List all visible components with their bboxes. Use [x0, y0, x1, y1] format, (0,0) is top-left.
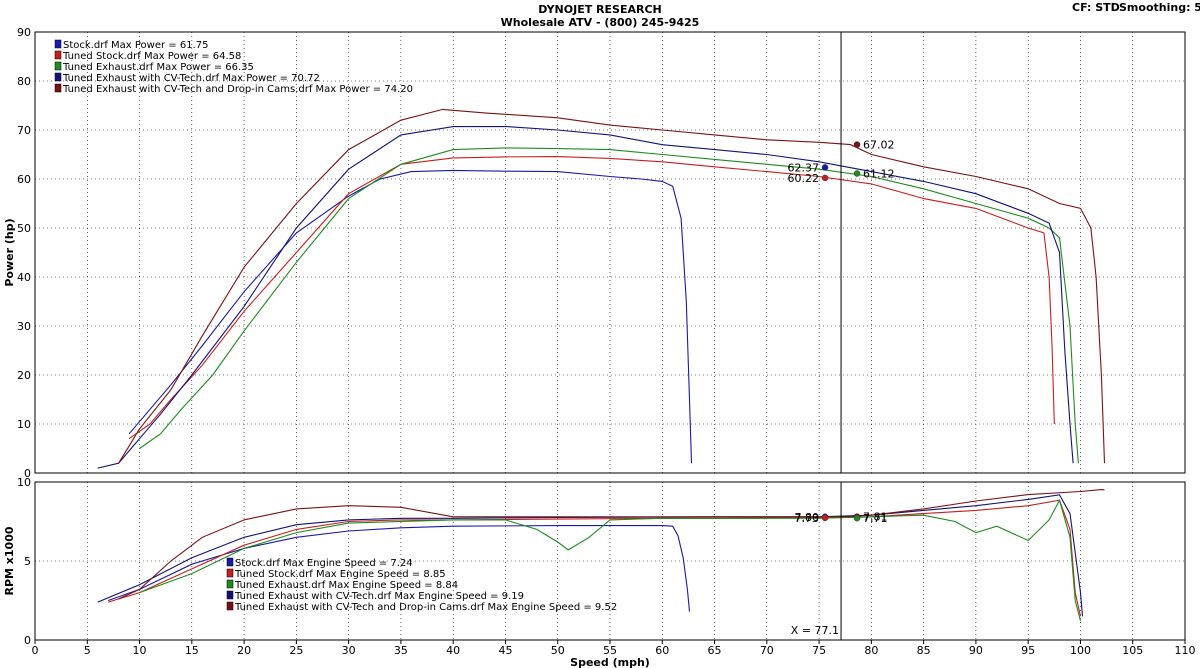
power-legend-entry: Tuned Exhaust with CV-Tech.drf Max Power… [62, 73, 320, 84]
power-y-tick-label: 90 [17, 26, 31, 39]
rpm-y-tick-label: 0 [24, 634, 31, 647]
power-cursor-value-label: 62.37 [788, 161, 820, 174]
power-y-tick-label: 60 [17, 173, 31, 186]
chart-subtitle: Wholesale ATV - (800) 245-9425 [500, 16, 700, 29]
rpm-legend-swatch [226, 590, 234, 600]
chart-title: DYNOJET RESEARCH [538, 3, 662, 16]
power-legend-swatch [54, 83, 62, 93]
power-legend-entry: Tuned Exhaust.drf Max Power = 66.35 [62, 62, 254, 73]
rpm-legend-swatch [226, 601, 234, 611]
power-y-tick-label: 40 [17, 271, 31, 284]
rpm-legend-swatch [226, 568, 234, 578]
cf-label: CF: STD [1072, 1, 1120, 14]
power-y-tick-label: 0 [24, 467, 31, 480]
x-axis-label: Speed (mph) [570, 656, 650, 668]
rpm-y-tick-label: 10 [17, 476, 31, 489]
power-y-tick-label: 50 [17, 222, 31, 235]
rpm-cursor-value-label: 7.71 [863, 512, 888, 525]
smoothing-label: Smoothing: 5 [1119, 1, 1200, 14]
x-tick-label: 85 [917, 644, 931, 657]
x-tick-label: 75 [812, 644, 826, 657]
x-tick-label: 20 [237, 644, 251, 657]
x-tick-label: 55 [603, 644, 617, 657]
x-tick-label: 95 [1021, 644, 1035, 657]
power-legend-swatch [54, 61, 62, 71]
x-tick-label: 70 [760, 644, 774, 657]
power-y-tick-label: 10 [17, 418, 31, 431]
x-tick-label: 80 [864, 644, 878, 657]
rpm-legend-swatch [226, 579, 234, 589]
power-series-line-0 [128, 169, 693, 464]
rpm-cursor-value-label: 7.73 [795, 512, 820, 525]
power-cursor-value-label: 67.02 [863, 139, 895, 152]
x-tick-label: 110 [1175, 644, 1196, 657]
power-legend-entry: Tuned Exhaust with CV-Tech and Drop-in C… [62, 84, 413, 95]
x-tick-label: 25 [289, 644, 303, 657]
power-legend-swatch [54, 50, 62, 60]
rpm-legend-entry: Tuned Exhaust with CV-Tech.drf Max Engin… [234, 591, 524, 602]
x-tick-label: 45 [498, 644, 512, 657]
power-legend-swatch [54, 39, 62, 49]
power-y-tick-label: 20 [17, 369, 31, 382]
rpm-cursor-marker [853, 514, 861, 522]
rpm-cursor-x-label: X = 77.1 [791, 624, 839, 637]
x-tick-label: 10 [133, 644, 147, 657]
power-legend-entry: Stock.drf Max Power = 61.75 [63, 40, 208, 51]
rpm-y-axis-label: RPM x1000 [3, 526, 16, 595]
power-series-line-4 [118, 108, 1106, 464]
rpm-legend-entry: Tuned Exhaust.drf Max Engine Speed = 8.8… [234, 580, 458, 591]
power-cursor-marker [853, 141, 861, 148]
x-tick-label: 0 [32, 644, 39, 657]
power-y-axis-label: Power (hp) [3, 218, 16, 286]
rpm-legend-entry: Stock.drf Max Engine Speed = 7.24 [235, 558, 413, 569]
rpm-legend-entry: Tuned Exhaust with CV-Tech and Drop-in C… [234, 602, 617, 613]
rpm-cursor-marker [821, 514, 829, 522]
power-cursor-value-label: 61.12 [863, 168, 895, 181]
power-cursor-marker [821, 174, 829, 182]
x-tick-label: 5 [84, 644, 91, 657]
power-y-tick-label: 70 [17, 124, 31, 137]
power-cursor-value-label: 60.22 [788, 172, 820, 185]
power-series-line-3 [97, 125, 1074, 469]
rpm-cursor-value-label: 7.81 [863, 511, 888, 524]
rpm-series-line-2 [139, 498, 1082, 622]
x-tick-label: 15 [185, 644, 199, 657]
rpm-legend-entry: Tuned Stock.drf Max Engine Speed = 8.85 [234, 569, 446, 580]
x-tick-label: 30 [342, 644, 356, 657]
x-tick-label: 65 [708, 644, 722, 657]
power-legend-entry: Tuned Stock.drf Max Power = 64.58 [62, 51, 241, 62]
power-y-tick-label: 30 [17, 320, 31, 333]
power-legend-swatch [54, 72, 62, 82]
power-cursor-marker [821, 164, 829, 171]
x-tick-label: 50 [551, 644, 565, 657]
x-tick-label: 60 [655, 644, 669, 657]
rpm-series-line-0 [108, 525, 691, 612]
power-series-line-2 [139, 147, 1079, 464]
x-tick-label: 90 [969, 644, 983, 657]
x-tick-label: 40 [446, 644, 460, 657]
x-tick-label: 100 [1070, 644, 1091, 657]
power-cursor-marker [853, 170, 861, 177]
rpm-legend-swatch [226, 557, 234, 567]
power-series-line-1 [128, 156, 1055, 440]
x-tick-label: 35 [394, 644, 408, 657]
power-y-tick-label: 80 [17, 75, 31, 88]
rpm-series-line-4 [118, 489, 1105, 600]
rpm-cursor-value-label: 7.80 [795, 511, 820, 524]
rpm-y-tick-label: 5 [24, 555, 31, 568]
x-tick-label: 105 [1122, 644, 1143, 657]
